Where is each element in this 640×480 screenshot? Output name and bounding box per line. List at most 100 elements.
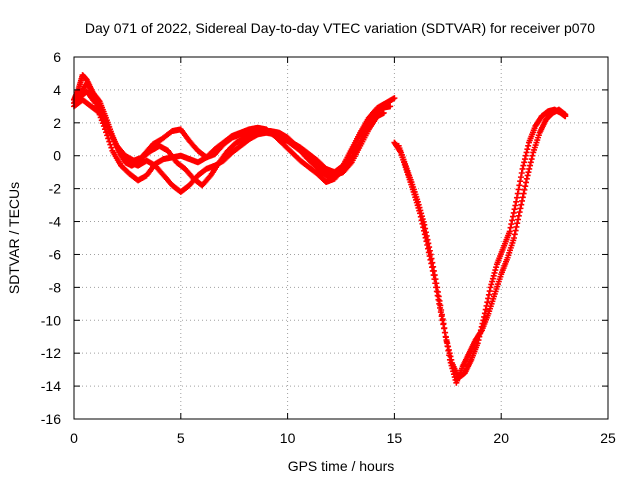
y-tick-label: -8 <box>49 279 62 295</box>
chart-title: Day 071 of 2022, Sidereal Day-to-day VTE… <box>85 20 595 36</box>
data-point <box>439 316 446 323</box>
data-point <box>521 186 528 193</box>
data-point <box>447 359 454 366</box>
data-point <box>490 272 497 279</box>
series-trace-d <box>71 96 394 189</box>
data-point <box>441 325 448 332</box>
data-point <box>428 255 435 262</box>
data-point <box>422 229 429 236</box>
y-tick-label: -2 <box>49 181 62 197</box>
data-point <box>510 209 517 216</box>
data-point <box>489 275 496 282</box>
data-point <box>430 267 437 274</box>
data-point <box>423 232 430 239</box>
data-point <box>511 231 518 238</box>
grid-lines <box>74 57 608 419</box>
data-point <box>487 284 494 291</box>
data-point <box>435 293 442 300</box>
data-point <box>419 216 426 223</box>
y-tick-label: 0 <box>53 148 61 164</box>
data-point <box>108 144 115 151</box>
data-point <box>442 329 449 336</box>
data-point <box>507 224 514 231</box>
data-point <box>515 212 522 219</box>
data-point <box>424 236 431 243</box>
x-tick-label: 25 <box>600 430 616 446</box>
x-axis-label: GPS time / hours <box>288 458 395 474</box>
data-point <box>432 276 439 283</box>
data-point <box>519 197 526 204</box>
data-point <box>416 204 423 211</box>
data-point <box>506 228 513 235</box>
data-point <box>524 172 531 179</box>
data-point <box>437 302 444 309</box>
data-point <box>425 240 432 247</box>
y-tick-label: -12 <box>41 345 61 361</box>
data-point <box>492 267 499 274</box>
data-point <box>527 159 534 166</box>
plot-frame <box>73 56 609 420</box>
y-axis-label: SDTVAR / TECUs <box>6 182 22 294</box>
data-point <box>525 169 532 176</box>
data-point <box>516 182 523 189</box>
data-point <box>421 221 428 228</box>
x-tick-label: 10 <box>280 430 296 446</box>
data-point <box>518 170 525 177</box>
y-tick-label: -10 <box>41 312 61 328</box>
data-point <box>520 162 527 169</box>
data-point <box>434 284 441 291</box>
data-point <box>438 311 445 318</box>
data-point <box>519 194 526 201</box>
data-point <box>446 352 453 359</box>
data-point <box>488 281 495 288</box>
data-point <box>434 288 441 295</box>
data-point <box>380 109 387 116</box>
data-point <box>442 334 449 341</box>
data-point <box>529 152 536 159</box>
data-point <box>521 159 528 166</box>
data-point <box>450 368 457 375</box>
data-point <box>446 356 453 363</box>
data-point <box>426 244 433 251</box>
data-point <box>525 142 532 149</box>
x-tick-label: 20 <box>493 430 509 446</box>
data-point <box>444 343 451 350</box>
y-tick-label: 6 <box>53 49 61 65</box>
data-point <box>443 338 450 345</box>
data-point <box>431 272 438 279</box>
data-point <box>519 165 526 172</box>
data-point <box>430 263 437 270</box>
data-point <box>526 165 533 172</box>
data-point <box>438 306 445 313</box>
data-point <box>414 198 421 205</box>
data-point <box>527 162 534 169</box>
data-point <box>516 209 523 216</box>
data-point <box>106 138 113 145</box>
data-point <box>420 218 427 225</box>
data-point <box>515 216 522 223</box>
data-point <box>445 347 452 354</box>
x-tick-label: 0 <box>70 430 78 446</box>
data-point <box>433 280 440 287</box>
data-point <box>513 194 520 201</box>
data-point <box>418 213 425 220</box>
axis-ticks: 0 5 10 15 20 25 -16 -14 -12 -10 -8 -6 -4 -2 0 2 4 6 <box>41 49 616 446</box>
x-tick-label: 15 <box>387 430 403 446</box>
data-point <box>562 111 569 118</box>
data-point <box>509 217 516 224</box>
data-point <box>493 264 500 271</box>
data-point <box>523 149 530 156</box>
data-point <box>418 210 425 217</box>
data-point <box>514 190 521 197</box>
y-tick-label: 4 <box>53 82 61 98</box>
data-point <box>523 179 530 186</box>
data-point <box>105 135 112 142</box>
data-point <box>450 371 457 378</box>
data-point <box>484 299 491 306</box>
data-points <box>71 72 569 386</box>
data-point <box>522 152 529 159</box>
data-point <box>513 198 520 205</box>
data-point <box>521 156 528 163</box>
series-trace-f <box>395 106 569 386</box>
